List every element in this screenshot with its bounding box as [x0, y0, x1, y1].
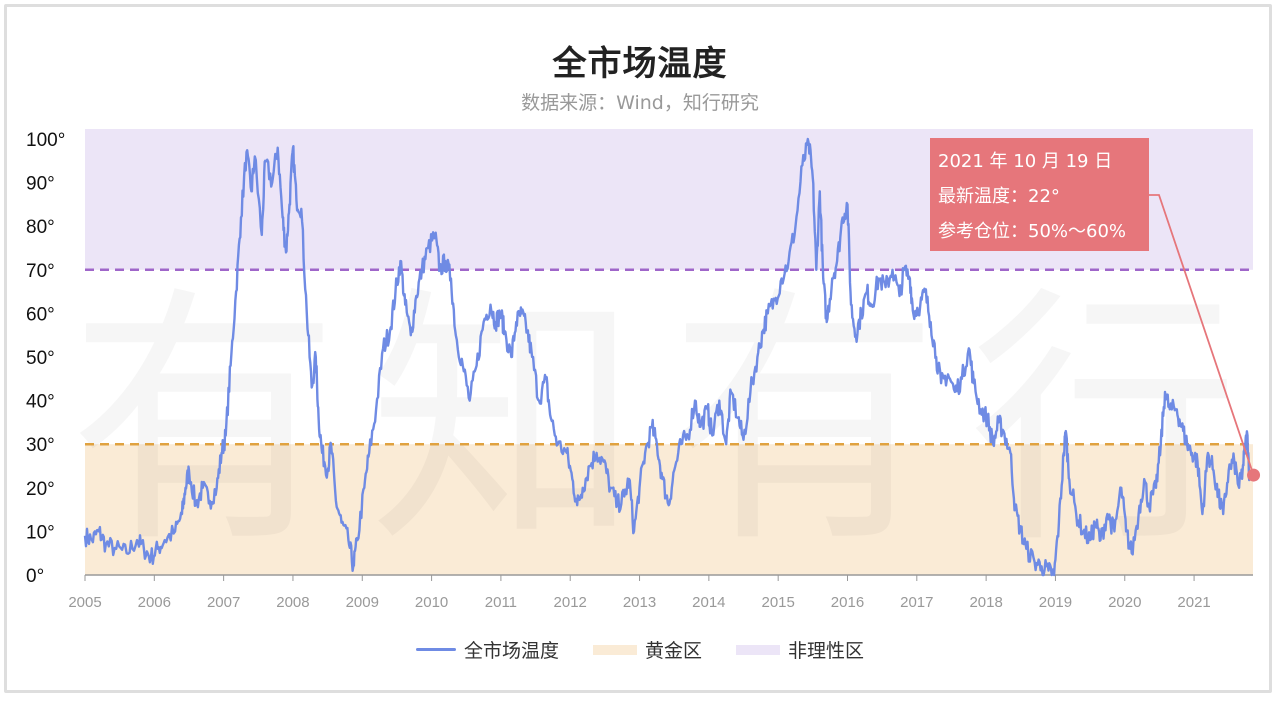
y-tick-label-60: 60°	[26, 304, 55, 325]
chart-subtitle: 数据来源：Wind，知行研究	[521, 92, 759, 114]
y-tick-label-70: 70°	[26, 261, 55, 282]
x-tick-label-2015: 2015	[761, 594, 794, 611]
annotation-line-3: 参考仓位：50%～60%	[938, 221, 1126, 242]
x-tick-label-2017: 2017	[900, 594, 933, 611]
series-line-market-temperature	[83, 137, 1251, 577]
x-tick-label-2016: 2016	[831, 594, 864, 611]
annotation-box	[930, 138, 1149, 251]
legend-item-irrational-zone[interactable]: 非理性区	[736, 636, 864, 663]
x-tick-label-2008: 2008	[276, 594, 309, 611]
y-tick-label-80: 80°	[26, 217, 55, 238]
annotation-leader-line	[1149, 194, 1255, 476]
x-tick-label-2012: 2012	[554, 594, 587, 611]
annotation-line-2: 最新温度：22°	[938, 186, 1060, 207]
chart-frame	[4, 4, 1272, 693]
x-tick-label-2007: 2007	[207, 594, 240, 611]
y-tick-label-30: 30°	[26, 435, 55, 456]
legend-swatch-irrational-zone	[736, 644, 780, 655]
latest-point-marker	[1247, 468, 1261, 482]
y-tick-label-0: 0°	[26, 566, 44, 587]
x-tick-label-2020: 2020	[1108, 594, 1141, 611]
x-tick-label-2010: 2010	[415, 594, 448, 611]
y-tick-label-10: 10°	[26, 522, 55, 543]
legend-swatch-gold-zone	[592, 644, 637, 655]
legend-item-series[interactable]: 全市场温度	[415, 636, 559, 663]
x-tick-label-2013: 2013	[623, 594, 656, 611]
x-tick-label-2018: 2018	[969, 594, 1002, 611]
x-tick-label-2021: 2021	[1177, 594, 1210, 611]
legend-label-gold-zone: 黄金区	[644, 640, 702, 662]
x-tick-label-2014: 2014	[692, 594, 725, 611]
y-tick-label-20: 20°	[26, 479, 55, 500]
x-tick-label-2009: 2009	[346, 594, 379, 611]
legend-label-series: 全市场温度	[463, 640, 559, 662]
y-tick-label-40: 40°	[26, 392, 55, 413]
legend-label-irrational-zone: 非理性区	[788, 640, 865, 662]
x-tick-label-2011: 2011	[485, 594, 517, 611]
x-tick-label-2006: 2006	[138, 594, 171, 611]
y-tick-label-100: 100°	[26, 130, 65, 151]
y-tick-label-50: 50°	[26, 348, 55, 369]
chart-title: 全市场温度	[552, 44, 728, 84]
chart-legend: 全市场温度 黄金区 非理性区	[0, 636, 1280, 663]
legend-item-gold-zone[interactable]: 黄金区	[592, 636, 702, 663]
annotation-line-1: 2021 年 10 月 19 日	[938, 151, 1112, 172]
legend-swatch-series	[415, 648, 456, 651]
x-tick-label-2005: 2005	[68, 594, 101, 611]
y-tick-label-90: 90°	[26, 174, 55, 195]
x-tick-label-2019: 2019	[1039, 594, 1072, 611]
